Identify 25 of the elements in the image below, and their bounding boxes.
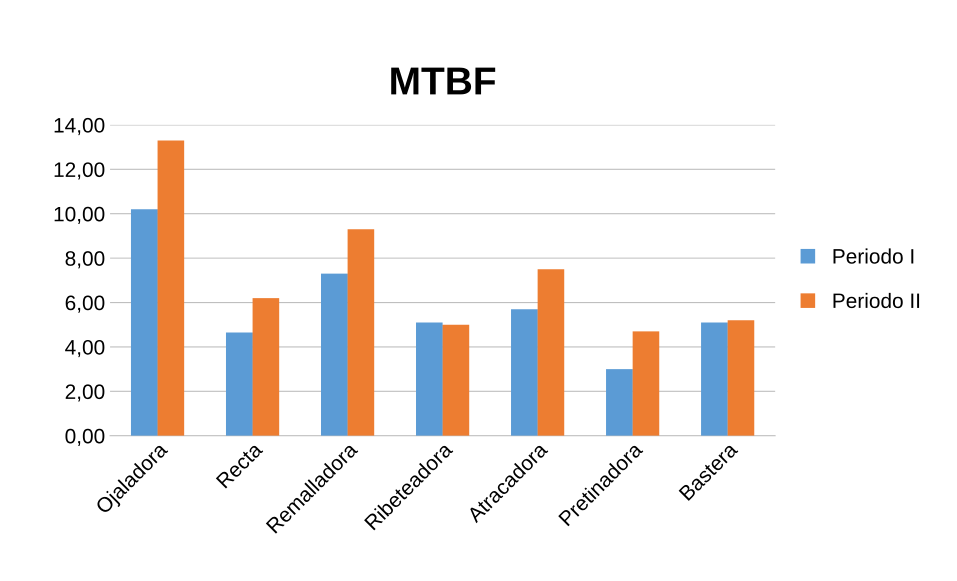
y-tick-label: 0,00 (65, 428, 104, 446)
y-tick-label: 14,00 (54, 118, 104, 136)
bar (158, 140, 184, 436)
bar (320, 274, 348, 436)
bar (701, 322, 728, 436)
y-tick-label: 4,00 (65, 340, 104, 358)
bar (606, 369, 633, 436)
bar (511, 309, 538, 436)
legend-label: Periodo II (834, 292, 920, 308)
legend-label: Periodo I (834, 248, 914, 264)
y-tick-label: 10,00 (54, 206, 104, 224)
bar (130, 209, 158, 436)
bar (416, 322, 443, 436)
y-tick-label: 2,00 (66, 384, 104, 402)
bar (348, 229, 374, 436)
chart-title: MTBF (391, 68, 496, 94)
bar (226, 332, 253, 436)
bar (728, 320, 754, 436)
y-tick-label: 12,00 (54, 162, 104, 180)
y-tick-label: 8,00 (66, 251, 104, 268)
bar (442, 324, 470, 436)
bar (252, 298, 280, 436)
bar (538, 269, 564, 436)
bar (632, 331, 660, 436)
y-tick-label: 6,00 (66, 296, 104, 313)
